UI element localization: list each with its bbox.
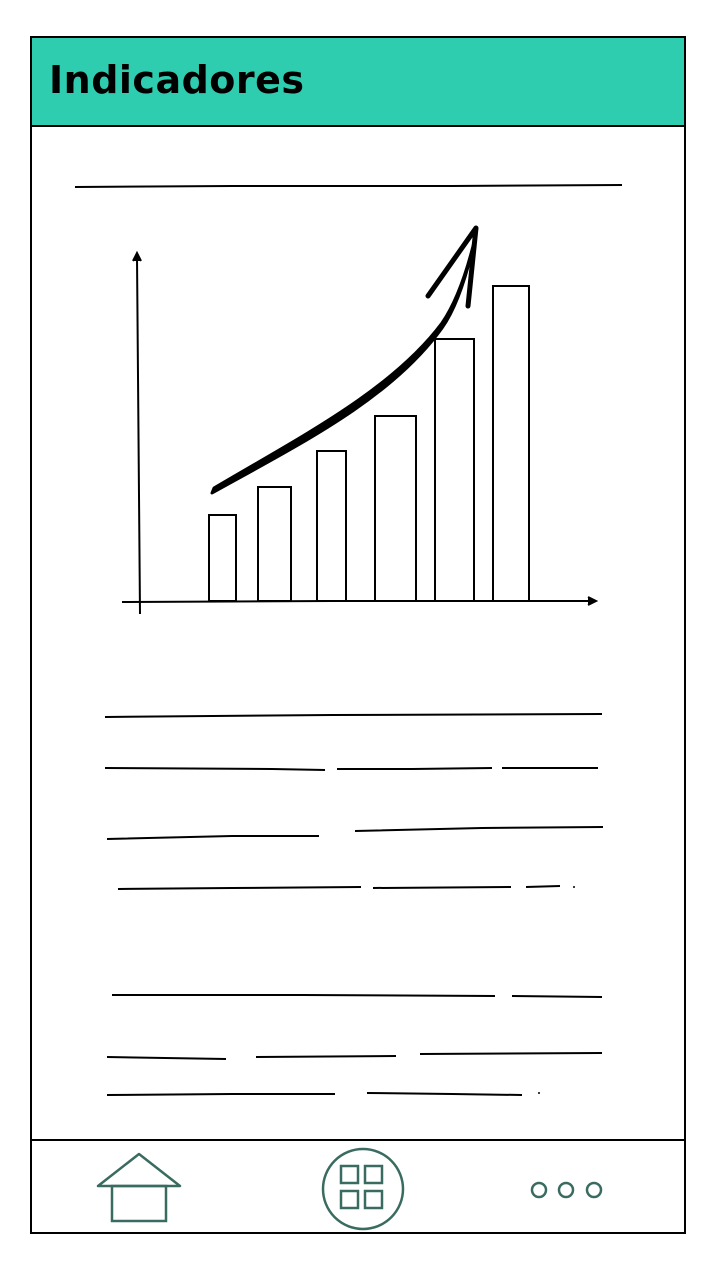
chart-bar-4 (374, 415, 417, 602)
content-area (74, 184, 623, 1096)
text-placeholder-paragraph-1 (104, 713, 604, 890)
trend-arrow-head (425, 225, 479, 309)
chart-bar-2 (257, 486, 292, 602)
text-line (372, 886, 512, 889)
text-line (525, 885, 561, 888)
page-title: Indicadores (49, 58, 305, 102)
grid-icon (321, 1147, 405, 1231)
text-line (106, 1056, 227, 1060)
app-header: Indicadores (32, 38, 684, 127)
home-icon (96, 1152, 182, 1223)
chart-bar-1 (208, 514, 237, 602)
phone-frame: Indicadores (30, 36, 686, 1234)
nav-more-button[interactable] (528, 1175, 608, 1205)
text-line (511, 995, 603, 998)
text-line (354, 826, 604, 832)
y-axis (136, 256, 141, 615)
chart-bar-3 (316, 450, 347, 602)
text-line (106, 1093, 335, 1096)
y-axis-arrowhead (132, 250, 142, 262)
chart-bar-6 (492, 285, 530, 602)
text-line (337, 767, 493, 770)
text-dot (573, 886, 575, 888)
text-line (104, 713, 603, 718)
bottom-nav (32, 1139, 684, 1232)
text-line (106, 835, 319, 840)
text-line (255, 1055, 397, 1058)
chart-bar-5 (434, 338, 475, 602)
title-placeholder-line (74, 184, 623, 188)
text-line (117, 886, 362, 890)
bars-group (208, 285, 530, 602)
text-line (104, 767, 326, 771)
text-line (112, 994, 496, 997)
bar-chart (121, 225, 599, 615)
text-line (366, 1092, 523, 1096)
more-icon (530, 1181, 603, 1199)
nav-grid-button[interactable] (320, 1147, 406, 1231)
text-placeholder-paragraph-2 (106, 994, 603, 1096)
x-axis-arrowhead (587, 596, 599, 606)
nav-home-button[interactable] (96, 1151, 182, 1225)
text-line (419, 1052, 603, 1055)
text-dot (538, 1092, 540, 1094)
